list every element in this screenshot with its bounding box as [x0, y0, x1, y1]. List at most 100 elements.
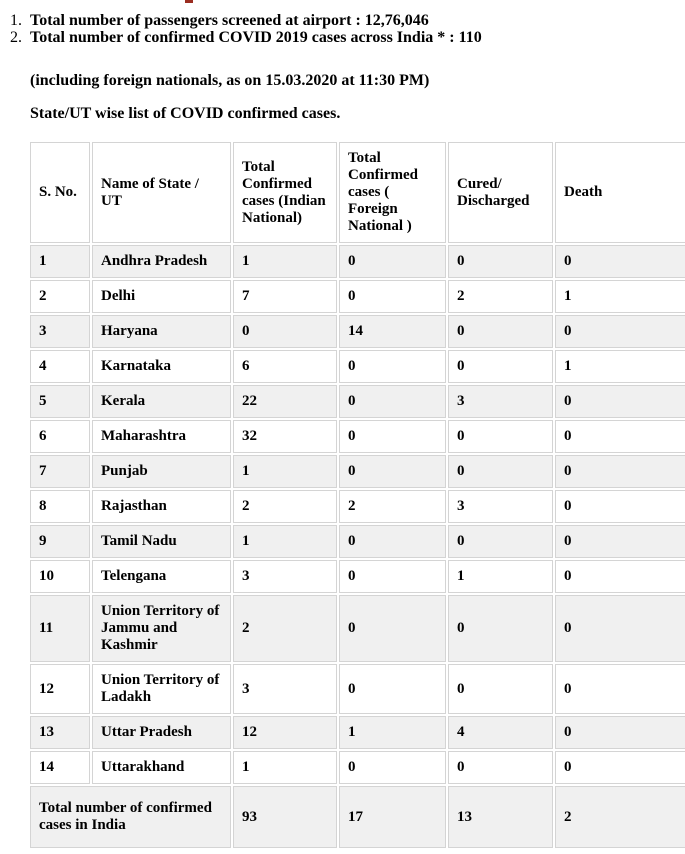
cell-foreign: 0	[339, 245, 446, 278]
table-row: 1 Andhra Pradesh 1 0 0 0	[30, 245, 685, 278]
col-header-indian: Total Confirmed cases (Indian National)	[233, 142, 337, 243]
cell-cured: 0	[448, 420, 553, 453]
table-row: 4 Karnataka 6 0 0 1	[30, 350, 685, 383]
cell-state: Uttar Pradesh	[92, 716, 231, 749]
cell-sno: 4	[30, 350, 90, 383]
table-row: 3 Haryana 0 14 0 0	[30, 315, 685, 348]
cell-cured: 1	[448, 560, 553, 593]
cell-death: 0	[555, 385, 685, 418]
table-header-row: S. No. Name of State / UT Total Confirme…	[30, 142, 685, 243]
cell-foreign: 2	[339, 490, 446, 523]
cell-state: Andhra Pradesh	[92, 245, 231, 278]
cell-cured: 4	[448, 716, 553, 749]
cell-cured: 0	[448, 315, 553, 348]
cell-state: Uttarakhand	[92, 751, 231, 784]
cell-indian: 1	[233, 245, 337, 278]
cell-cured: 0	[448, 751, 553, 784]
covid-cases-table: S. No. Name of State / UT Total Confirme…	[28, 140, 685, 850]
cell-state: Maharashtra	[92, 420, 231, 453]
table-total-row: Total number of confirmed cases in India…	[30, 786, 685, 848]
cell-death: 0	[555, 490, 685, 523]
cell-death: 0	[555, 595, 685, 662]
col-header-foreign: Total Confirmed cases ( Foreign National…	[339, 142, 446, 243]
cell-foreign: 0	[339, 280, 446, 313]
cell-death: 1	[555, 280, 685, 313]
cell-sno: 1	[30, 245, 90, 278]
table-row: 6 Maharashtra 32 0 0 0	[30, 420, 685, 453]
table-row: 2 Delhi 7 0 2 1	[30, 280, 685, 313]
cell-cured: 0	[448, 455, 553, 488]
cell-state: Telengana	[92, 560, 231, 593]
cell-death: 0	[555, 315, 685, 348]
table-row: 13 Uttar Pradesh 12 1 4 0	[30, 716, 685, 749]
cell-indian: 32	[233, 420, 337, 453]
cell-foreign: 0	[339, 664, 446, 714]
cell-sno: 13	[30, 716, 90, 749]
table-row: 12 Union Territory of Ladakh 3 0 0 0	[30, 664, 685, 714]
cell-cured: 2	[448, 280, 553, 313]
cell-death: 0	[555, 751, 685, 784]
cell-indian: 0	[233, 315, 337, 348]
cell-death: 0	[555, 560, 685, 593]
cell-state: Rajasthan	[92, 490, 231, 523]
cell-total-foreign: 17	[339, 786, 446, 848]
table-row: 7 Punjab 1 0 0 0	[30, 455, 685, 488]
cell-foreign: 0	[339, 525, 446, 558]
cell-total-indian: 93	[233, 786, 337, 848]
cell-death: 0	[555, 245, 685, 278]
cell-sno: 2	[30, 280, 90, 313]
cell-state: Delhi	[92, 280, 231, 313]
cell-cured: 3	[448, 385, 553, 418]
cell-sno: 3	[30, 315, 90, 348]
cell-indian: 7	[233, 280, 337, 313]
summary-text-confirmed: Total number of confirmed COVID 2019 cas…	[30, 29, 482, 46]
cell-sno: 10	[30, 560, 90, 593]
cell-cured: 0	[448, 245, 553, 278]
list-number: 2.	[10, 29, 22, 46]
cell-death: 1	[555, 350, 685, 383]
cell-cured: 3	[448, 490, 553, 523]
cell-sno: 5	[30, 385, 90, 418]
col-header-death: Death	[555, 142, 685, 243]
cell-state: Punjab	[92, 455, 231, 488]
cell-sno: 7	[30, 455, 90, 488]
table-row: 8 Rajasthan 2 2 3 0	[30, 490, 685, 523]
cell-state: Karnataka	[92, 350, 231, 383]
cell-cured: 0	[448, 525, 553, 558]
cell-total-label: Total number of confirmed cases in India	[30, 786, 231, 848]
cell-death: 0	[555, 525, 685, 558]
cell-state: Tamil Nadu	[92, 525, 231, 558]
cell-cured: 0	[448, 595, 553, 662]
cell-indian: 3	[233, 664, 337, 714]
cell-indian: 2	[233, 490, 337, 523]
table-row: 5 Kerala 22 0 3 0	[30, 385, 685, 418]
table-row: 11 Union Territory of Jammu and Kashmir …	[30, 595, 685, 662]
cell-foreign: 1	[339, 716, 446, 749]
table-subtitle: State/UT wise list of COVID confirmed ca…	[30, 105, 341, 122]
cell-sno: 8	[30, 490, 90, 523]
cell-state: Haryana	[92, 315, 231, 348]
cell-sno: 11	[30, 595, 90, 662]
cell-sno: 9	[30, 525, 90, 558]
table-row: 14 Uttarakhand 1 0 0 0	[30, 751, 685, 784]
table-row: 10 Telengana 3 0 1 0	[30, 560, 685, 593]
cutoff-red-heading-fragment	[185, 0, 193, 3]
col-header-cured: Cured/ Discharged	[448, 142, 553, 243]
cell-indian: 2	[233, 595, 337, 662]
table-row: 9 Tamil Nadu 1 0 0 0	[30, 525, 685, 558]
cell-cured: 0	[448, 350, 553, 383]
cell-indian: 22	[233, 385, 337, 418]
cell-indian: 1	[233, 751, 337, 784]
cell-indian: 12	[233, 716, 337, 749]
cell-foreign: 0	[339, 751, 446, 784]
cell-foreign: 0	[339, 350, 446, 383]
cell-foreign: 0	[339, 595, 446, 662]
cell-state: Kerala	[92, 385, 231, 418]
cell-foreign: 0	[339, 385, 446, 418]
col-header-sno: S. No.	[30, 142, 90, 243]
summary-list: 1. Total number of passengers screened a…	[10, 12, 685, 46]
cell-sno: 6	[30, 420, 90, 453]
cell-indian: 3	[233, 560, 337, 593]
cell-indian: 1	[233, 455, 337, 488]
cell-death: 0	[555, 455, 685, 488]
